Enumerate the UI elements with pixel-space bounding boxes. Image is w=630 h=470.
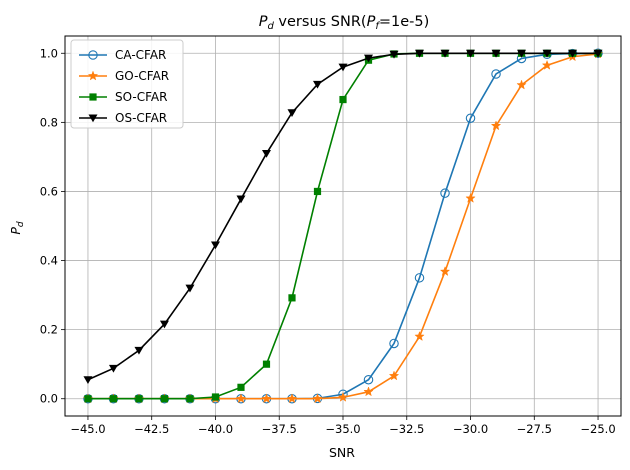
data-point-os-cfar bbox=[134, 346, 144, 355]
legend-label: CA-CFAR bbox=[115, 48, 166, 62]
x-tick-label: −27.5 bbox=[517, 422, 552, 436]
data-point-go-cfar bbox=[439, 266, 451, 277]
x-tick-label: −30.0 bbox=[453, 422, 488, 436]
legend-marker bbox=[87, 70, 99, 81]
y-tick-label: 0.8 bbox=[40, 115, 58, 129]
data-point-so-cfar bbox=[262, 360, 271, 368]
x-tick-label: −40.0 bbox=[198, 422, 233, 436]
data-point-so-cfar bbox=[211, 393, 220, 401]
x-tick-label: −35.0 bbox=[325, 422, 360, 436]
legend-item-so-cfar: SO-CFAR bbox=[79, 90, 167, 104]
data-point-ca-cfar bbox=[440, 188, 450, 198]
data-point-go-cfar bbox=[337, 391, 349, 402]
data-point-ca-cfar bbox=[363, 374, 374, 385]
data-point-os-cfar bbox=[517, 49, 527, 58]
data-point-os-cfar bbox=[415, 49, 425, 58]
data-point-go-cfar bbox=[490, 120, 502, 131]
legend-box bbox=[70, 39, 184, 129]
data-point-os-cfar bbox=[312, 80, 322, 89]
chart-title: Pd versus SNR(Pf=1e-5) bbox=[259, 14, 430, 32]
data-point-os-cfar bbox=[287, 109, 297, 117]
data-point-os-cfar bbox=[210, 241, 220, 250]
data-point-go-cfar bbox=[312, 393, 323, 404]
data-point-so-cfar bbox=[313, 187, 322, 196]
data-point-os-cfar bbox=[185, 284, 195, 293]
data-point-go-cfar bbox=[261, 393, 272, 404]
x-tick-label: −32.5 bbox=[389, 422, 424, 436]
legend-item-ca-cfar: CA-CFAR bbox=[79, 48, 166, 62]
data-point-so-cfar bbox=[237, 383, 245, 391]
data-point-go-cfar bbox=[363, 386, 374, 397]
data-point-os-cfar bbox=[466, 49, 476, 58]
data-point-os-cfar bbox=[159, 320, 169, 329]
data-point-os-cfar bbox=[440, 49, 450, 58]
x-tick-label: −45.0 bbox=[70, 422, 105, 436]
y-tick-label: 0.2 bbox=[40, 323, 58, 337]
data-point-os-cfar bbox=[593, 49, 603, 58]
data-point-ca-cfar bbox=[465, 113, 476, 123]
x-tick-label: −25.0 bbox=[580, 422, 615, 436]
legend-label: SO-CFAR bbox=[115, 90, 167, 104]
tick-layer: −45.0 −42.5 −40.0 −37.5 −35.0 −32.5 −30.0 −27.5… bbox=[40, 46, 616, 436]
legend-item-os-cfar: OS-CFAR bbox=[79, 111, 167, 125]
data-point-go-cfar bbox=[541, 59, 553, 70]
y-tick-label: 0.4 bbox=[40, 254, 58, 268]
y-tick-label: 0.6 bbox=[40, 184, 58, 198]
data-point-os-cfar bbox=[542, 49, 552, 58]
data-point-os-cfar bbox=[108, 364, 118, 373]
data-point-so-cfar bbox=[160, 395, 169, 403]
legend-label: GO-CFAR bbox=[115, 69, 169, 83]
data-point-ca-cfar bbox=[414, 273, 425, 283]
series-os-cfar bbox=[83, 49, 603, 385]
data-point-so-cfar bbox=[109, 395, 118, 403]
data-point-go-cfar bbox=[516, 79, 527, 90]
data-point-os-cfar bbox=[568, 49, 578, 58]
x-axis-label: SNR bbox=[329, 445, 355, 460]
data-point-so-cfar bbox=[186, 395, 194, 403]
data-point-go-cfar bbox=[414, 331, 425, 342]
data-point-os-cfar bbox=[364, 54, 374, 63]
data-point-so-cfar bbox=[84, 395, 92, 403]
legend-marker bbox=[88, 114, 98, 123]
legend-marker bbox=[88, 50, 98, 60]
series-layer bbox=[82, 48, 604, 404]
legend-item-go-cfar: GO-CFAR bbox=[79, 69, 169, 83]
x-tick-label: −42.5 bbox=[134, 422, 169, 436]
data-point-ca-cfar bbox=[491, 69, 501, 79]
data-point-go-cfar bbox=[388, 370, 400, 381]
x-tick-label: −37.5 bbox=[262, 422, 297, 436]
data-point-os-cfar bbox=[236, 195, 246, 204]
data-point-go-cfar bbox=[465, 192, 476, 203]
data-point-os-cfar bbox=[83, 376, 93, 385]
data-point-so-cfar bbox=[288, 294, 296, 302]
y-tick-label: 0.0 bbox=[40, 392, 58, 406]
data-point-os-cfar bbox=[389, 50, 399, 59]
data-point-os-cfar bbox=[338, 63, 348, 72]
data-point-os-cfar bbox=[491, 49, 501, 58]
legend-label: OS-CFAR bbox=[115, 111, 167, 125]
y-tick-label: 1.0 bbox=[40, 46, 58, 60]
data-point-go-cfar bbox=[286, 393, 298, 404]
legend-marker bbox=[89, 93, 97, 101]
data-point-so-cfar bbox=[135, 395, 143, 403]
data-point-os-cfar bbox=[261, 149, 271, 158]
data-point-go-cfar bbox=[235, 393, 247, 404]
legend: CA-CFAR GO-CFAR SO-CFAR OS-CFAR bbox=[70, 39, 184, 129]
data-point-so-cfar bbox=[339, 95, 347, 104]
y-axis-label: Pd bbox=[8, 221, 26, 235]
data-point-ca-cfar bbox=[389, 338, 399, 349]
